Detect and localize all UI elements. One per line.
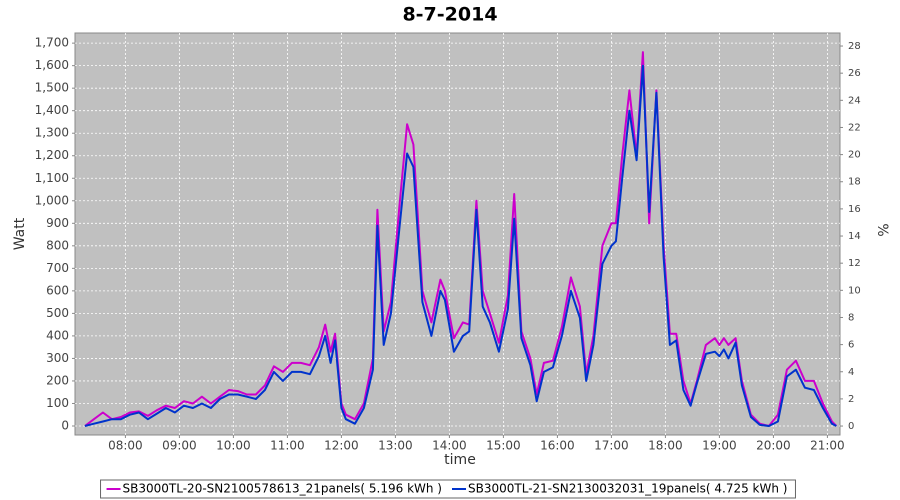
- plot-area: [74, 32, 841, 436]
- x-tick-label: 17:00: [594, 439, 629, 453]
- y-tick-label: 600: [46, 283, 69, 297]
- y2-tick-label: 8: [848, 312, 854, 323]
- y-tick-label: 0: [61, 418, 69, 432]
- y2-tick-label: 4: [848, 367, 854, 378]
- y2-tick-label: 10: [848, 285, 861, 296]
- y-tick-label: 700: [46, 261, 69, 275]
- y-tick-label: 1,300: [35, 126, 69, 140]
- y-tick-label: 1,200: [35, 148, 69, 162]
- y2-tick-label: 0: [848, 421, 854, 432]
- x-tick-label: 10:00: [216, 439, 251, 453]
- x-tick-label: 09:00: [162, 439, 197, 453]
- y2-tick-label: 6: [848, 340, 854, 351]
- y2-tick-label: 24: [848, 95, 861, 106]
- y2-tick-label: 2: [848, 394, 854, 405]
- x-tick-label: 12:00: [324, 439, 359, 453]
- x-tick-label: 16:00: [540, 439, 575, 453]
- x-tick-label: 18:00: [648, 439, 683, 453]
- y-tick-label: 100: [46, 396, 69, 410]
- x-tick-label: 15:00: [486, 439, 521, 453]
- y-tick-label: 800: [46, 238, 69, 252]
- legend-box: [100, 479, 796, 499]
- y-tick-label: 900: [46, 216, 69, 230]
- series-line: [84, 51, 838, 427]
- legend-text: SB3000TL-21-SN2130032031_19panels( 4.725…: [468, 482, 787, 496]
- y2-tick-label: 20: [848, 150, 861, 161]
- y-tick-label: 1,100: [35, 171, 69, 185]
- y2-tick-label: 28: [848, 41, 861, 52]
- y-tick-label: 1,400: [35, 103, 69, 117]
- series-line: [84, 64, 837, 427]
- y-tick-label: 200: [46, 373, 69, 387]
- y-tick-label: 1,600: [35, 58, 69, 72]
- y-tick-label: 1,000: [35, 193, 69, 207]
- y2-tick-label: 18: [848, 177, 861, 188]
- y-tick-label: 1,700: [35, 36, 69, 50]
- x-tick-label: 08:00: [108, 439, 143, 453]
- x-tick-label: 20:00: [756, 439, 791, 453]
- x-tick-label: 14:00: [432, 439, 467, 453]
- x-tick-label: 11:00: [270, 439, 305, 453]
- legend-text: SB3000TL-20-SN2100578613_21panels( 5.196…: [123, 482, 442, 496]
- x-tick-label: 21:00: [810, 439, 845, 453]
- y-tick-label: 1,500: [35, 81, 69, 95]
- x-axis-label: time: [444, 452, 476, 468]
- y2-tick-label: 14: [848, 231, 861, 242]
- y2-tick-label: 22: [848, 122, 861, 133]
- y-tick-label: 300: [46, 351, 69, 365]
- x-tick-label: 19:00: [702, 439, 737, 453]
- y2-tick-label: 12: [848, 258, 861, 269]
- x-tick-label: 13:00: [378, 439, 413, 453]
- y-tick-label: 400: [46, 328, 69, 342]
- y-tick-label: 500: [46, 306, 69, 320]
- y2-tick-label: 16: [848, 204, 861, 215]
- y2-tick-label: 26: [848, 68, 861, 79]
- y2-axis-label: %: [874, 223, 890, 236]
- chart-title: 8-7-2014: [402, 4, 497, 26]
- y-axis-label: Watt: [12, 217, 28, 250]
